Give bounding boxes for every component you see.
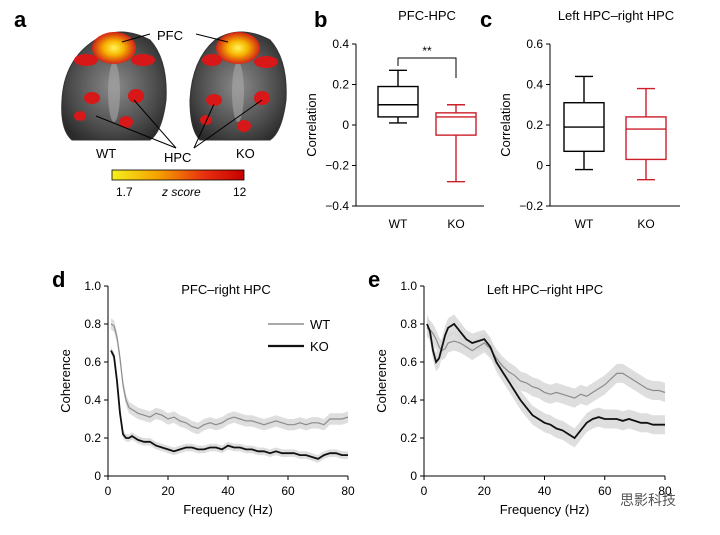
pfc-label: PFC [157,28,183,43]
series-line-ko [110,350,348,460]
chart-c-left-right-hpc: Left HPC–right HPC 0.6 0.4 0.2 0 −0.2 Correlat… [498,8,680,231]
panel-label-b: b [314,7,327,32]
y-tick-label: 0.2 [84,431,101,445]
wt-brain-label: WT [96,146,116,161]
legend-label-ko: KO [310,339,329,354]
y-tick-label: 0 [410,469,417,483]
y-tick-label: 0.6 [400,355,417,369]
chart-title: Left HPC–right HPC [558,8,674,23]
y-tick-label: 0.2 [526,118,543,132]
error-band-ko [427,314,665,448]
y-axis-label: Coherence [58,349,73,413]
y-axis-label: Coherence [374,349,389,413]
y-tick-label: 0.4 [400,393,417,407]
ko-brain-label: KO [236,146,255,161]
panel-label-c: c [480,7,492,32]
y-tick-label: 0.6 [526,37,543,51]
chart-title: PFC-HPC [398,8,456,23]
y-tick-label: 0.2 [332,78,349,92]
chart-d-pfc-right-hpc-coherence: PFC–right HPC 1.0 0.8 0.6 0.4 0.2 00 20 40 60 80 Fr… [58,279,355,517]
brain-map-wt [61,31,167,141]
x-axis-label: Frequency (Hz) [183,502,273,517]
chart-e-left-right-hpc-coherence: Left HPC–right HPC 1.0 0.8 0.6 0.4 0.2 00 20 40 6… [374,279,672,517]
y-tick-label: 0.8 [400,317,417,331]
x-category-label: WT [575,217,594,231]
y-tick-label: 0.4 [84,393,101,407]
colorbar-max: 12 [233,185,247,199]
x-tick-label: 0 [421,484,428,498]
x-tick-label: 0 [105,484,112,498]
colorbar-min: 1.7 [116,185,133,199]
y-tick-label: 0.8 [84,317,101,331]
hpc-label: HPC [164,150,191,165]
error-band-wt [111,318,348,435]
y-tick-label: 0.6 [84,355,101,369]
x-tick-label: 40 [221,484,235,498]
y-tick-label: 0.4 [526,78,543,92]
box-wt [377,85,419,118]
significance-bracket [397,57,457,78]
x-tick-label: 20 [161,484,175,498]
x-tick-label: 60 [598,484,612,498]
panel-label-a: a [14,7,27,32]
hpc-pointer-lines [95,33,263,149]
y-tick-label: 0.4 [332,37,349,51]
y-tick-label: 1.0 [400,279,417,293]
y-tick-label: −0.4 [325,199,349,213]
x-tick-label: 20 [478,484,492,498]
y-axis-label: Correlation [304,93,319,157]
x-category-label: KO [637,217,654,231]
x-axis-label: Frequency (Hz) [500,502,590,517]
x-category-label: KO [447,217,464,231]
x-tick-label: 80 [658,484,672,498]
y-tick-label: 0 [342,118,349,132]
y-tick-label: 1.0 [84,279,101,293]
colorbar [111,169,245,181]
panel-label-d: d [52,267,65,292]
chart-b-pfc-hpc: PFC-HPC 0.4 0.2 0 −0.2 −0.4 Correlation WT KO ** [304,8,484,231]
series-line-ko [426,322,665,440]
box-ko [435,112,477,136]
y-tick-label: 0 [94,469,101,483]
significance-marker: ** [422,44,432,58]
series-line-wt [110,323,349,430]
x-tick-label: 40 [538,484,552,498]
panel-label-e: e [368,267,380,292]
chart-title: PFC–right HPC [181,282,271,297]
y-tick-label: 0 [536,159,543,173]
y-tick-label: −0.2 [519,199,543,213]
x-tick-label: 60 [281,484,295,498]
colorbar-label: z score [161,185,201,199]
y-tick-label: −0.2 [325,159,349,173]
legend-label-wt: WT [310,317,330,332]
series-line-wt [426,327,666,399]
watermark-text: 思影科技 [620,492,676,508]
y-axis-label: Correlation [498,93,513,157]
chart-title: Left HPC–right HPC [487,282,603,297]
y-tick-label: 0.2 [400,431,417,445]
x-category-label: WT [389,217,408,231]
brain-map-ko [189,31,287,141]
x-tick-label: 80 [341,484,355,498]
box-ko [625,116,667,161]
